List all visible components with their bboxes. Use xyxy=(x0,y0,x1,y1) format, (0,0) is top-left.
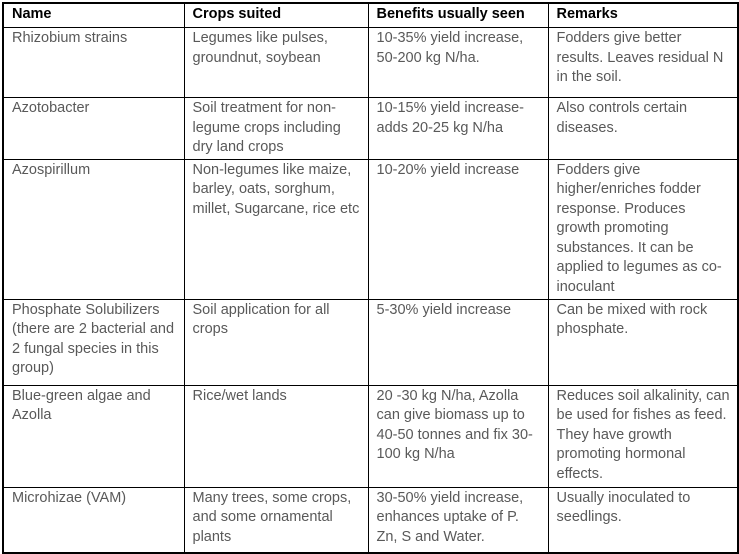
cell-name: Azospirillum xyxy=(2,158,185,300)
cell-crops: Rice/wet lands xyxy=(183,384,369,488)
cell-remarks: Fodders give better results. Leaves resi… xyxy=(547,27,739,98)
cell-remarks: Reduces soil alkalinity, can be used for… xyxy=(547,384,739,488)
column-header-crops-suited: Crops suited xyxy=(183,2,369,28)
cell-crops: Soil treatment for non-legume crops incl… xyxy=(183,97,369,160)
table-row: Azotobacter Soil treatment for non-legum… xyxy=(2,97,739,160)
cell-crops: Soil application for all crops xyxy=(183,298,369,386)
cell-name: Blue-green algae and Azolla xyxy=(2,384,185,488)
cell-crops: Many trees, some crops, and some ornamen… xyxy=(183,486,369,554)
column-header-benefits: Benefits usually seen xyxy=(367,2,549,28)
cell-remarks: Fodders give higher/enriches fodder resp… xyxy=(547,158,739,300)
cell-benefits: 10-15% yield increase- adds 20-25 kg N/h… xyxy=(367,97,549,160)
table-row: Rhizobium strains Legumes like pulses, g… xyxy=(2,27,739,98)
cell-benefits: 20 -30 kg N/ha, Azolla can give biomass … xyxy=(367,384,549,488)
cell-name: Azotobacter xyxy=(2,97,185,160)
table-row: Azospirillum Non-legumes like maize, bar… xyxy=(2,158,739,300)
column-header-name: Name xyxy=(2,2,185,28)
table-row: Microhizae (VAM) Many trees, some crops,… xyxy=(2,486,739,554)
table-row: Phosphate Solubilizers (there are 2 bact… xyxy=(2,298,739,386)
cell-remarks: Also controls certain diseases. xyxy=(547,97,739,160)
cell-name: Phosphate Solubilizers (there are 2 bact… xyxy=(2,298,185,386)
cell-remarks: Usually inoculated to seedlings. xyxy=(547,486,739,554)
cell-remarks: Can be mixed with rock phosphate. xyxy=(547,298,739,386)
cell-benefits: 10-35% yield increase, 50-200 kg N/ha. xyxy=(367,27,549,98)
cell-crops: Non-legumes like maize, barley, oats, so… xyxy=(183,158,369,300)
cell-benefits: 5-30% yield increase xyxy=(367,298,549,386)
cell-benefits: 10-20% yield increase xyxy=(367,158,549,300)
header-row: Name Crops suited Benefits usually seen … xyxy=(2,2,739,28)
table-row: Blue-green algae and Azolla Rice/wet lan… xyxy=(2,384,739,488)
cell-name: Microhizae (VAM) xyxy=(2,486,185,554)
cell-name: Rhizobium strains xyxy=(2,27,185,98)
cell-benefits: 30-50% yield increase, enhances uptake o… xyxy=(367,486,549,554)
column-header-remarks: Remarks xyxy=(547,2,739,28)
cell-crops: Legumes like pulses, groundnut, soybean xyxy=(183,27,369,98)
